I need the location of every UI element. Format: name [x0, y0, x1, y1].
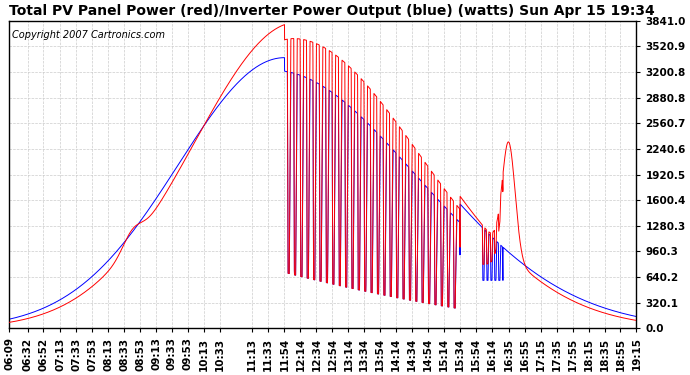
- Text: Copyright 2007 Cartronics.com: Copyright 2007 Cartronics.com: [12, 30, 166, 40]
- Text: Total PV Panel Power (red)/Inverter Power Output (blue) (watts) Sun Apr 15 19:34: Total PV Panel Power (red)/Inverter Powe…: [9, 4, 655, 18]
